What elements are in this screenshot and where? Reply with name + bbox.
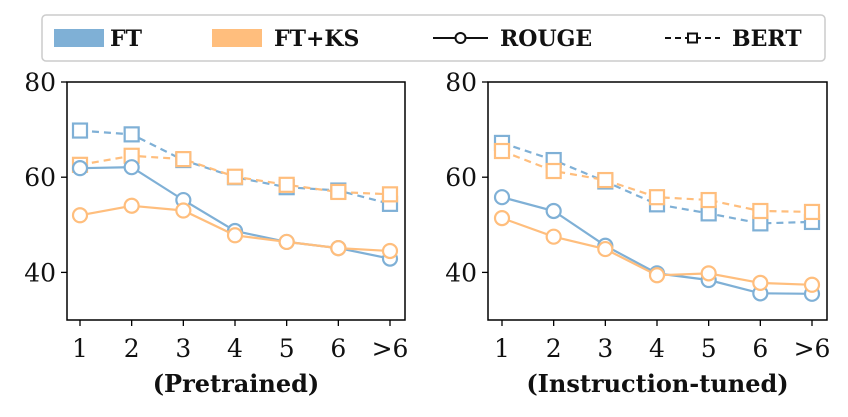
data-point — [278, 233, 295, 251]
x-axis-label: (Instruction-tuned) — [526, 369, 788, 398]
data-point — [226, 168, 244, 185]
legend-entry-rouge: ROUGE — [433, 26, 592, 52]
y-tick-label-40: 40 — [445, 258, 477, 287]
series-ft-ks-bert — [71, 147, 399, 203]
data-point — [597, 171, 614, 189]
data-point — [278, 176, 295, 193]
series-ft-ks-rouge — [71, 197, 399, 260]
x-tick-label-3: 3 — [175, 334, 191, 363]
x-tick-label-1: 1 — [72, 334, 88, 363]
x-tick-label-5: 5 — [279, 334, 295, 363]
legend-label-ft-ks: FT+KS — [274, 26, 359, 52]
data-point — [700, 191, 717, 209]
data-point — [123, 159, 140, 176]
data-point — [71, 122, 89, 139]
data-point — [752, 274, 769, 291]
data-point — [803, 276, 821, 293]
plot-frame — [66, 81, 406, 321]
x-tick-label-4: 4 — [227, 334, 243, 363]
legend-marker-circle — [454, 32, 467, 44]
x-tick-label-4: 4 — [649, 334, 665, 363]
chart-panel-instruction-tuned: 40 60 80 1 2 3 4 5 6 >6(Instruction-tuned) — [445, 68, 830, 398]
x-tick-label-6: 6 — [330, 334, 346, 363]
legend-swatch-ft — [54, 29, 104, 47]
chart-panel-pretrained: 40 60 80 1 2 3 4 5 6 >6 (Pretrained) — [24, 68, 408, 398]
y-tick-label-40: 40 — [24, 258, 56, 287]
data-point — [545, 162, 562, 180]
x-tick-label-7: >6 — [372, 334, 409, 363]
legend-swatch-ft-ks — [212, 29, 262, 47]
data-point — [700, 205, 717, 222]
x-axis-label: (Pretrained) — [153, 369, 320, 398]
data-point — [123, 126, 140, 143]
y-tick-label-80: 80 — [445, 68, 477, 97]
data-point — [752, 202, 769, 220]
legend-marker-square — [687, 32, 698, 44]
data-point — [493, 189, 511, 206]
x-tick-label-2: 2 — [546, 334, 562, 363]
data-point — [493, 210, 511, 227]
data-point — [648, 267, 666, 284]
data-point — [71, 160, 89, 177]
data-point — [330, 240, 347, 257]
data-point — [226, 227, 244, 244]
x-tick-label-2: 2 — [124, 334, 140, 363]
data-point — [330, 183, 347, 201]
data-point — [803, 203, 821, 221]
x-tick-label-5: 5 — [701, 334, 717, 363]
data-point — [175, 202, 192, 219]
data-point — [381, 242, 399, 260]
series-ft-ks-bert — [493, 142, 821, 221]
x-tick-label-1: 1 — [494, 334, 510, 363]
legend: FT FT+KS ROUGE BERT — [41, 14, 826, 62]
legend-label-rouge: ROUGE — [500, 26, 592, 52]
data-point — [381, 186, 399, 203]
data-point — [123, 197, 140, 214]
legend-entry-bert: BERT — [665, 26, 802, 52]
data-point — [493, 142, 511, 160]
data-point — [700, 265, 717, 282]
legend-entry-ft: FT — [54, 26, 143, 52]
data-point — [71, 207, 89, 224]
x-tick-label-7: >6 — [794, 334, 831, 363]
data-point — [648, 189, 666, 206]
x-tick-label-3: 3 — [597, 334, 613, 363]
y-tick-label-80: 80 — [24, 68, 56, 97]
series-ft-ks-rouge — [493, 210, 821, 293]
data-point — [175, 151, 192, 168]
legend-label-bert: BERT — [732, 26, 802, 52]
y-tick-label-60: 60 — [445, 163, 477, 192]
legend-label-ft: FT — [110, 26, 143, 52]
y-tick-label-60: 60 — [24, 163, 56, 192]
x-tick-label-6: 6 — [752, 334, 768, 363]
data-point — [597, 240, 614, 258]
data-point — [545, 202, 562, 220]
data-point — [545, 228, 562, 245]
series-ft-bert — [493, 134, 821, 232]
legend-entry-ft-ks: FT+KS — [212, 26, 359, 52]
